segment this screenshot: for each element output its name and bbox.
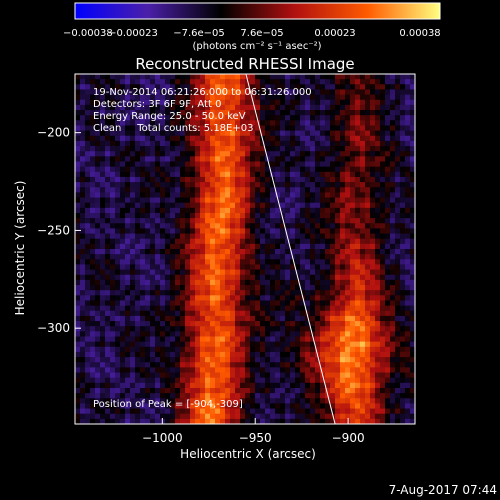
y-axis-ticks: −200 −250 −300 xyxy=(37,126,81,335)
y-tick-label: −250 xyxy=(37,223,70,237)
annotation-energy: Energy Range: 25.0 - 50.0 keV xyxy=(93,111,246,122)
solar-limb-line xyxy=(245,74,336,424)
heatmap xyxy=(75,74,415,424)
colorbar-ticks: −0.00038−0.00023 −7.6e−05 7.6e−05 0.00023 0.… xyxy=(63,28,441,39)
x-axis-label: Heliocentric X (arcsec) xyxy=(180,447,316,461)
annotation-peak: Position of Peak = [-904,-309] xyxy=(93,399,243,410)
annotation-detectors: Detectors: 3F 6F 9F, Att 0 xyxy=(93,99,221,110)
colorbar-tick-label: −7.6e−05 xyxy=(173,28,225,39)
y-axis-label: Heliocentric Y (arcsec) xyxy=(13,181,27,316)
chart-title: Reconstructed RHESSI Image xyxy=(135,55,354,73)
limb-line xyxy=(245,74,336,424)
date-stamp: 7-Aug-2017 07:44 xyxy=(389,483,497,497)
y-tick-label: −300 xyxy=(37,321,70,335)
annotation-time: 19-Nov-2014 06:21:26.000 to 06:31:26.000 xyxy=(93,87,312,98)
plot-frame xyxy=(74,73,416,425)
x-tick-label: −900 xyxy=(332,431,365,445)
y-tick-label: −200 xyxy=(37,126,70,140)
colorbar xyxy=(74,2,441,20)
colorbar-tick-label: 7.6e−05 xyxy=(240,28,283,39)
colorbar-tick-label: 0.00038 xyxy=(399,28,440,39)
colorbar-tick-label: −0.00023 xyxy=(108,28,158,39)
colorbar-tick-label: 0.00023 xyxy=(314,28,355,39)
x-tick-label: −1000 xyxy=(142,431,183,445)
colorbar-tick-label: −0.00038 xyxy=(63,28,113,39)
colorbar-label: (photons cm⁻² s⁻¹ asec⁻²) xyxy=(192,41,321,52)
x-axis-ticks: −1000 −950 −900 xyxy=(142,418,365,445)
annotation-clean: Clean Total counts: 5.18E+03 xyxy=(93,123,253,134)
x-tick-label: −950 xyxy=(239,431,272,445)
